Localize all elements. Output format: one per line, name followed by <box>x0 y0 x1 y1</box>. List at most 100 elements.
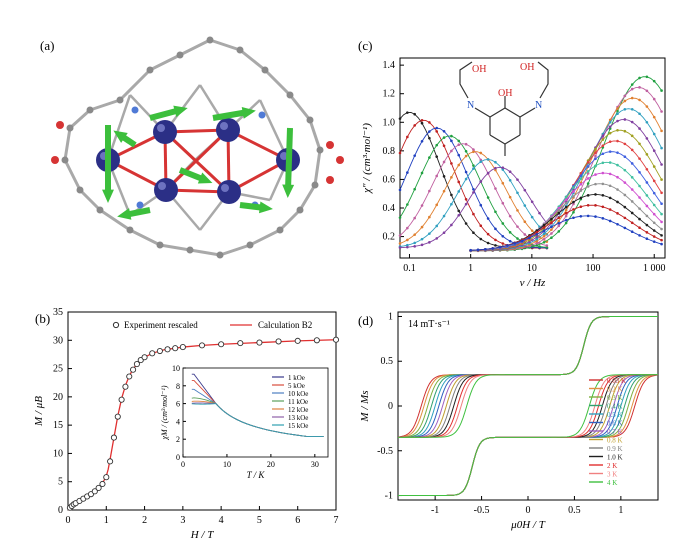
low-frequency-point <box>472 188 475 191</box>
low-frequency-point <box>523 220 527 223</box>
high-frequency-point <box>579 174 583 178</box>
legend-text: 0.03 K <box>607 377 626 385</box>
low-frequency-curve <box>399 119 547 249</box>
data-point <box>237 340 244 347</box>
high-frequency-point <box>645 120 649 124</box>
high-frequency-point <box>638 226 641 229</box>
low-frequency-point <box>479 160 483 163</box>
low-frequency-point <box>420 204 424 207</box>
inset-legend-text: 11 kOe <box>288 398 308 406</box>
carbon-atom <box>176 51 184 59</box>
low-frequency-curve <box>399 127 547 249</box>
high-frequency-point <box>630 134 634 138</box>
framework-bond <box>129 228 161 247</box>
data-point <box>332 336 340 343</box>
high-frequency-point <box>652 191 656 195</box>
data-point <box>99 480 106 488</box>
high-frequency-point <box>601 194 605 197</box>
spin-arrow-head <box>117 208 132 220</box>
high-frequency-point <box>616 107 619 110</box>
framework-bond <box>278 208 302 232</box>
y-tick-label: 0.6 <box>383 174 396 185</box>
high-frequency-point <box>645 153 649 156</box>
low-frequency-point <box>398 242 402 245</box>
high-frequency-point <box>616 139 619 143</box>
low-frequency-point <box>413 112 416 116</box>
low-frequency-point <box>479 237 483 241</box>
low-frequency-point <box>457 163 461 167</box>
high-frequency-point <box>623 216 627 220</box>
low-frequency-point <box>486 241 490 245</box>
low-frequency-point <box>457 213 461 217</box>
high-frequency-point <box>623 193 627 197</box>
y-tick-label: 0.5 <box>381 356 394 367</box>
framework-bond <box>209 38 241 52</box>
low-frequency-point <box>398 246 402 249</box>
high-frequency-point <box>608 172 612 176</box>
molecular-structure-image <box>51 36 344 259</box>
high-frequency-point <box>498 245 502 249</box>
low-frequency-point <box>442 175 446 178</box>
data-point <box>130 366 137 373</box>
low-frequency-point <box>435 143 439 147</box>
chart-d: -1 -0.5 0 0.5 1 -1 -0.5 0 0.5 1 μ0H / T M / Ms 14 mT… <box>359 311 659 531</box>
x-tick-label: 0.1 <box>403 263 416 274</box>
high-frequency-point <box>608 219 612 223</box>
low-frequency-point <box>479 151 483 155</box>
high-frequency-point <box>638 98 641 102</box>
high-frequency-point <box>660 238 663 242</box>
high-frequency-point <box>623 94 627 98</box>
oxygen-atom <box>56 121 64 129</box>
high-frequency-point <box>542 237 546 241</box>
low-frequency-point <box>428 156 431 159</box>
data-point <box>294 337 301 344</box>
imine-bond <box>474 107 491 118</box>
low-frequency-point <box>516 225 519 228</box>
high-frequency-point <box>623 205 627 209</box>
metal-atom <box>153 120 177 144</box>
spin-arrow <box>212 109 249 121</box>
carbon-atom <box>261 66 269 74</box>
high-frequency-point <box>550 225 553 229</box>
high-frequency-point <box>542 223 546 227</box>
high-frequency-point <box>630 96 634 100</box>
high-frequency-point <box>557 209 561 212</box>
high-frequency-point <box>513 242 517 245</box>
low-frequency-point <box>406 111 409 114</box>
low-frequency-point <box>538 245 541 248</box>
high-frequency-point <box>660 202 663 206</box>
high-frequency-point <box>638 196 641 199</box>
high-frequency-point <box>608 196 612 200</box>
high-frequency-point <box>630 211 634 215</box>
low-frequency-point <box>472 191 475 194</box>
sweep-rate-annotation: 14 mT·s⁻¹ <box>408 319 450 330</box>
framework-bond <box>89 98 121 112</box>
high-frequency-point <box>652 203 656 207</box>
high-frequency-point <box>652 165 656 168</box>
ring-bond <box>504 107 521 118</box>
ring-bond <box>504 134 521 145</box>
high-frequency-point <box>557 216 561 220</box>
high-frequency-point <box>652 179 656 183</box>
low-frequency-point <box>486 217 490 220</box>
low-frequency-point <box>545 244 549 247</box>
high-frequency-point <box>652 235 656 238</box>
low-frequency-point <box>508 178 512 182</box>
low-frequency-point <box>494 244 497 247</box>
high-frequency-point <box>608 208 612 211</box>
x-tick-label: 1 <box>104 515 109 526</box>
high-frequency-point <box>608 184 612 188</box>
high-frequency-point <box>557 224 561 228</box>
high-frequency-point <box>572 210 575 214</box>
spin-arrow-head <box>282 184 295 198</box>
data-point <box>256 339 263 346</box>
legend-text: 3 K <box>607 471 617 479</box>
carbon-atom <box>146 66 154 74</box>
high-frequency-point <box>594 164 597 168</box>
low-frequency-point <box>406 226 409 230</box>
inset-x-tick-label: 10 <box>223 460 231 469</box>
high-frequency-point <box>660 178 663 181</box>
high-frequency-point <box>476 248 480 252</box>
legend-text: 0.9 K <box>607 445 623 453</box>
x-tick-label: 0.5 <box>568 505 581 516</box>
